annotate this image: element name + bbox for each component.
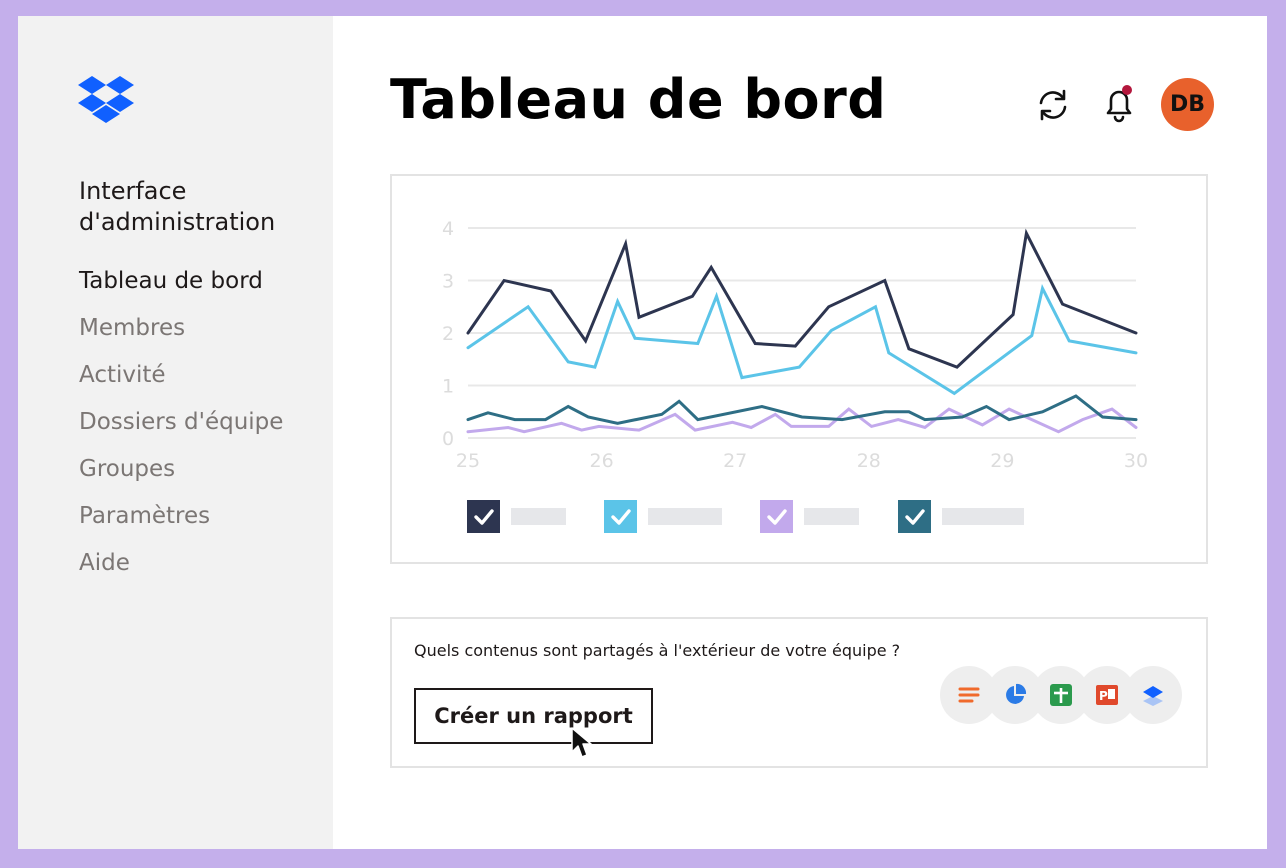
legend-checkbox[interactable] — [467, 500, 500, 533]
y-tick-label: 2 — [442, 323, 454, 345]
series-line — [466, 284, 1138, 396]
legend-label-placeholder — [648, 508, 722, 525]
check-icon — [767, 509, 787, 525]
page-title: Tableau de bord — [390, 68, 887, 131]
legend-label-placeholder — [942, 508, 1024, 525]
series-line — [466, 228, 1138, 369]
sidebar-nav: Tableau de bord Membres Activité Dossiers d… — [79, 265, 283, 594]
svg-text:P: P — [1099, 689, 1108, 703]
legend-label-placeholder — [804, 508, 859, 525]
x-tick-label: 27 — [723, 450, 747, 472]
sidebar-item[interactable]: Aide — [79, 550, 130, 576]
x-tick-label: 30 — [1124, 450, 1148, 472]
sidebar-item[interactable]: Dossiers d'équipe — [79, 409, 284, 435]
y-tick-label: 1 — [442, 376, 454, 398]
notification-dot — [1122, 85, 1132, 95]
admin-console-title: Interface d'administration — [79, 177, 276, 236]
shared-content-report-card: Quels contenus sont partagés à l'extérie… — [390, 617, 1208, 768]
sidebar: Interface d'administration Tableau de bo… — [18, 16, 333, 849]
check-icon — [474, 509, 494, 525]
activity-line-chart: 0 1 2 3 4 25 26 27 28 29 30 — [442, 218, 1148, 533]
legend-checkbox[interactable] — [898, 500, 931, 533]
sidebar-item[interactable]: Activité — [79, 362, 166, 388]
sidebar-item[interactable]: Groupes — [79, 456, 176, 482]
legend-label-placeholder — [511, 508, 566, 525]
series-line — [466, 407, 1138, 434]
x-tick-label: 28 — [857, 450, 881, 472]
activity-chart-card: 0 1 2 3 4 25 26 27 28 29 30 — [390, 174, 1208, 564]
check-icon — [611, 509, 631, 525]
bell-icon[interactable] — [1100, 83, 1138, 123]
mouse-pointer-icon — [571, 727, 592, 758]
legend-checkbox[interactable] — [604, 500, 637, 533]
admin-console: Interface d'administration Tableau de bo… — [18, 16, 1267, 849]
sidebar-item[interactable]: Tableau de bord — [79, 268, 263, 294]
create-report-button[interactable]: Créer un rapport — [414, 688, 653, 744]
series-line — [466, 394, 1138, 425]
check-icon — [905, 509, 925, 525]
dropbox-logo[interactable] — [78, 76, 134, 126]
x-tick-label: 26 — [590, 450, 614, 472]
dropbox-layers-icon — [1124, 666, 1182, 724]
y-tick-label: 3 — [442, 271, 454, 293]
report-question: Quels contenus sont partagés à l'extérie… — [414, 641, 901, 660]
sync-icon[interactable] — [1035, 87, 1071, 123]
sidebar-item[interactable]: Paramètres — [79, 503, 211, 529]
y-tick-label: 4 — [442, 218, 454, 240]
sidebar-item[interactable]: Membres — [79, 315, 186, 341]
x-tick-label: 29 — [990, 450, 1014, 472]
legend-checkbox[interactable] — [760, 500, 793, 533]
y-tick-label: 0 — [442, 428, 454, 450]
avatar[interactable]: DB — [1161, 78, 1214, 131]
x-tick-label: 25 — [456, 450, 480, 472]
